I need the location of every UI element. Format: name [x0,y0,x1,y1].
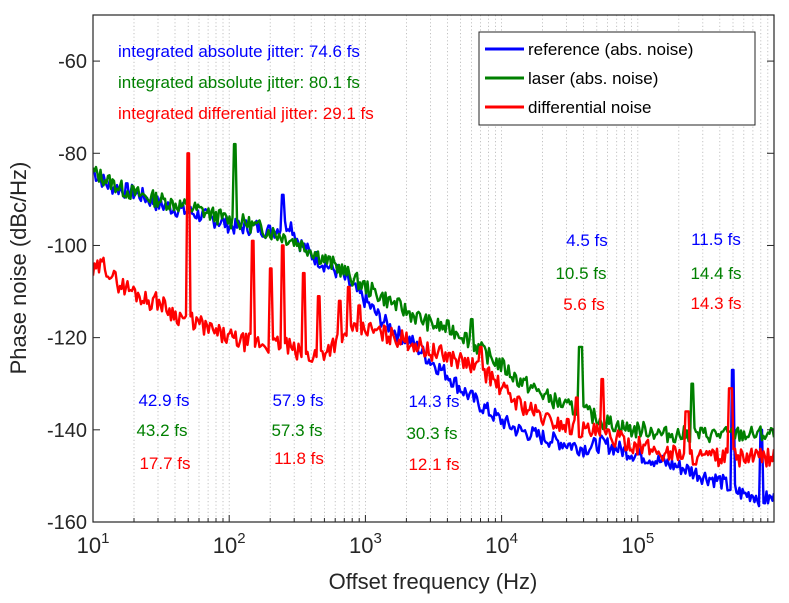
jitter-group-4: 4.5 fs 10.5 fs 5.6 fs [555,231,607,314]
jitter-value-differential: 12.1 fs [408,455,459,474]
jitter-value-laser: 10.5 fs [555,264,606,283]
x-axis-label: Offset frequency (Hz) [329,569,538,594]
jitter-value-differential: 14.3 fs [690,294,741,313]
jitter-value-reference: 4.5 fs [566,231,608,250]
legend-label-differential: differential noise [528,98,652,117]
series-layer [93,142,774,508]
jitter-group-1: 42.9 fs 43.2 fs 17.7 fs [136,391,190,473]
jitter-value-reference: 11.5 fs [691,230,741,249]
jitter-value-reference: 42.9 fs [138,391,189,410]
y-tick-label: -160 [47,512,87,534]
x-tick-label: 105 [621,530,654,558]
axis-ticks: 101 102 103 104 105 -60 -80 -100 -120 -140 -160 [47,51,774,558]
legend: reference (abs. noise) laser (abs. noise… [478,31,756,126]
y-tick-label: -120 [47,328,87,350]
x-tick-label: 104 [485,530,518,558]
series-line-2 [93,142,774,444]
jitter-value-reference: 14.3 fs [408,392,459,411]
plot-frame [92,14,775,523]
jitter-value-laser: 14.4 fs [690,264,741,283]
jitter-value-differential: 5.6 fs [563,295,605,314]
y-axis-label: Phase noise (dBc/Hz) [6,162,31,375]
jitter-group-2: 57.9 fs 57.3 fs 11.8 fs [271,391,323,468]
y-tick-label: -60 [58,51,87,73]
jitter-group-5: 11.5 fs 14.4 fs 14.3 fs [690,230,741,313]
legend-box [478,31,756,126]
series-line-1 [93,170,774,508]
jitter-value-laser: 57.3 fs [271,421,322,440]
legend-label-laser: laser (abs. noise) [528,69,658,88]
y-tick-label: -100 [47,235,87,257]
jitter-value-differential: 17.7 fs [139,454,190,473]
y-tick-label: -80 [58,143,87,165]
x-tick-label: 103 [349,530,382,558]
x-tick-label: 101 [77,530,110,558]
series-line-3 [93,152,774,468]
legend-label-reference: reference (abs. noise) [528,40,693,59]
x-tick-label: 102 [213,530,246,558]
annotation-reference-jitter: integrated absolute jitter: 74.6 fs [118,42,360,61]
jitter-value-reference: 57.9 fs [272,391,323,410]
annotation-laser-jitter: integrated absolute jitter: 80.1 fs [118,73,360,92]
y-tick-label: -140 [47,420,87,442]
annotation-differential-jitter: integrated differential jitter: 29.1 fs [118,104,374,123]
jitter-group-3: 14.3 fs 30.3 fs 12.1 fs [406,392,459,474]
jitter-value-laser: 30.3 fs [406,424,457,443]
annotation-block: integrated absolute jitter: 74.6 fs inte… [118,42,374,123]
jitter-value-differential: 11.8 fs [274,449,324,468]
jitter-value-laser: 43.2 fs [136,421,187,440]
